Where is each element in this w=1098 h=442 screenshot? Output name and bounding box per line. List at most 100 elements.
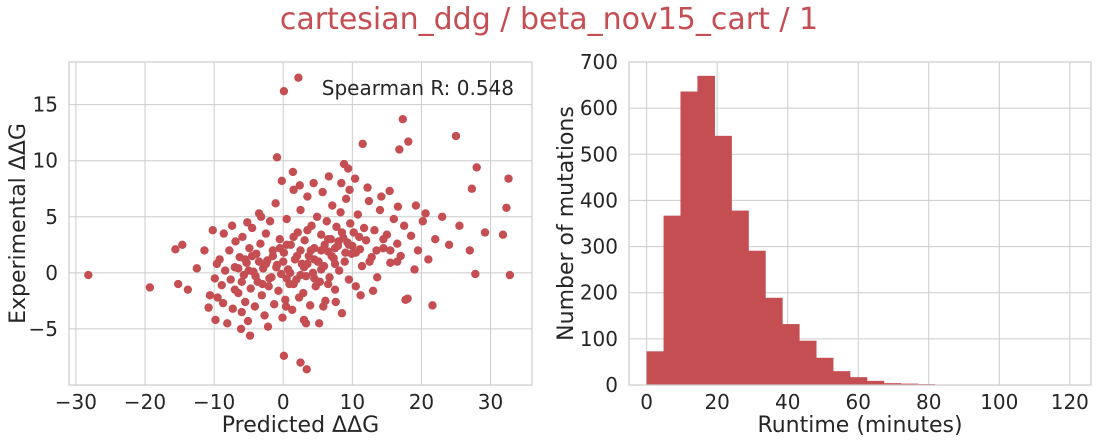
scatter-point — [204, 303, 213, 312]
scatter-point — [250, 302, 260, 311]
scatter-point — [505, 270, 515, 280]
scatter-point — [261, 229, 271, 238]
scatter-point — [247, 251, 257, 261]
scatter-x-tick-label: −20 — [124, 390, 166, 414]
histogram-y-tick-label: 200 — [580, 281, 618, 305]
scatter-point — [306, 246, 316, 255]
scatter-point — [303, 192, 312, 201]
histogram-frame — [628, 61, 1092, 386]
scatter-point — [244, 266, 253, 275]
scatter-point — [265, 217, 275, 226]
histogram-bar — [697, 75, 715, 385]
scatter-point — [353, 210, 363, 219]
scatter-point — [341, 194, 351, 204]
scatter-point — [296, 246, 305, 255]
scatter-point — [288, 305, 297, 315]
scatter-point — [275, 243, 284, 253]
scatter-point — [502, 203, 511, 212]
histogram-bar — [832, 371, 851, 385]
scatter-x-tick-labels: −30 −20 −10 0 10 20 30 — [55, 390, 503, 414]
scatter-point — [289, 279, 298, 289]
scatter-point — [288, 167, 298, 177]
scatter-point — [265, 274, 274, 283]
scatter-point — [279, 351, 289, 361]
scatter-point — [437, 212, 447, 221]
scatter-point — [84, 270, 93, 280]
scatter-point — [213, 293, 222, 302]
scatter-point — [309, 178, 318, 188]
scatter-point — [370, 226, 379, 235]
scatter-point — [251, 272, 260, 281]
scatter-point — [337, 309, 347, 318]
scatter-point — [385, 186, 394, 196]
scatter-point — [334, 266, 344, 275]
scatter-point — [377, 192, 386, 201]
scatter-point — [210, 274, 220, 283]
scatter-point — [281, 302, 291, 311]
scatter-point — [246, 284, 255, 293]
histogram-x-tick-label: 0 — [640, 390, 653, 414]
scatter-point — [302, 365, 311, 374]
scatter-point — [451, 131, 461, 141]
scatter-point — [296, 358, 305, 367]
histogram-x-tick-label: 60 — [846, 390, 871, 414]
scatter-y-tick-label: −5 — [29, 317, 58, 341]
scatter-point — [318, 187, 327, 197]
scatter-point — [237, 307, 246, 317]
scatter-point — [344, 240, 354, 250]
histogram-bar — [748, 250, 766, 385]
scatter-point — [356, 291, 365, 300]
scatter-point — [444, 240, 454, 250]
scatter-point — [472, 163, 481, 172]
scatter-point — [225, 246, 234, 255]
scatter-point — [465, 246, 475, 255]
scatter-point — [241, 255, 250, 264]
scatter-point — [173, 279, 183, 289]
scatter-point — [413, 246, 423, 255]
scatter-point — [395, 145, 404, 154]
scatter-point — [200, 246, 209, 255]
scatter-point — [274, 286, 283, 295]
scatter-grid — [69, 62, 532, 385]
scatter-point — [275, 235, 284, 244]
scatter-point — [247, 223, 257, 233]
scatter-point — [215, 255, 224, 264]
scatter-point — [393, 239, 402, 248]
scatter-point — [386, 246, 395, 255]
scatter-x-tick-label: 0 — [277, 390, 290, 414]
histogram-x-tick-labels: 0 20 40 60 80 100 120 — [640, 390, 1089, 414]
scatter-point — [498, 230, 508, 239]
scatter-point — [386, 258, 395, 267]
scatter-point — [299, 315, 309, 325]
scatter-y-tick-label: 0 — [45, 261, 58, 285]
scatter-point — [393, 257, 402, 266]
histogram-y-tick-label: 100 — [580, 327, 618, 351]
scatter-point — [358, 139, 367, 149]
scatter-point — [363, 183, 372, 192]
scatter-point — [272, 263, 281, 272]
scatter-point — [337, 178, 346, 188]
scatter-point — [314, 319, 324, 328]
scatter-point — [365, 257, 374, 266]
histogram-y-tick-labels: 0 100 200 300 400 500 600 700 — [580, 50, 618, 397]
histogram-bar — [782, 324, 800, 385]
scatter-point — [289, 232, 298, 242]
scatter-point — [263, 322, 273, 331]
scatter-point — [296, 270, 305, 280]
scatter-point — [355, 232, 364, 242]
histogram-y-axis-label: Number of mutations — [554, 106, 579, 341]
scatter-point — [227, 221, 237, 230]
scatter-point — [399, 221, 409, 230]
scatter-point — [205, 291, 215, 300]
scatter-point — [368, 286, 378, 295]
scatter-point — [404, 137, 413, 146]
scatter-point — [350, 174, 360, 183]
scatter-point — [256, 212, 266, 221]
scatter-point — [359, 223, 369, 233]
scatter-x-tick-label: 10 — [340, 390, 365, 414]
scatter-x-tick-label: 20 — [409, 390, 434, 414]
histogram-x-tick-label: 20 — [704, 390, 729, 414]
scatter-point — [319, 302, 328, 311]
scatter-point — [317, 265, 326, 274]
scatter-point — [223, 319, 232, 328]
